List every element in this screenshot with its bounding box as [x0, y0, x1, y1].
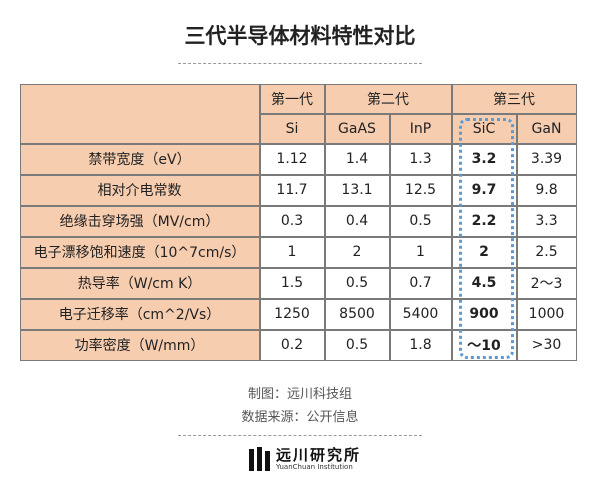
column-header: InP: [389, 113, 452, 144]
value-cell: 1.4: [324, 143, 390, 175]
value-cell: 0.7: [389, 267, 452, 299]
value-cell: 3.39: [516, 143, 577, 175]
group-header: 第二代: [324, 83, 452, 114]
value-cell: 0.5: [389, 205, 452, 237]
row-label: 热导率（W/cm K）: [19, 267, 260, 299]
divider: [178, 63, 422, 64]
value-cell: 2: [324, 236, 390, 268]
value-cell: 0.4: [324, 205, 390, 237]
value-cell: 5400: [389, 298, 452, 330]
row-label: 绝缘击穿场强（MV/cm）: [19, 205, 260, 237]
logo-icon: [249, 447, 270, 471]
row-label: 相对介电常数: [19, 174, 260, 206]
title: 三代半导体材料特性对比: [184, 24, 416, 48]
value-cell: 2.2: [451, 205, 517, 237]
column-header: Si: [259, 113, 325, 144]
value-cell: 9.7: [451, 174, 517, 206]
logo-name: 远川研究所: [276, 446, 362, 464]
column-header: GaAS: [324, 113, 390, 144]
value-cell: 2.5: [516, 236, 577, 268]
value-cell: 8500: [324, 298, 390, 330]
credit: 制图：远川科技组: [247, 387, 352, 402]
highlight: [459, 118, 514, 359]
value-cell: 13.1: [324, 174, 390, 206]
value-cell: 1.8: [389, 329, 452, 361]
source: 数据来源：公开信息: [241, 410, 359, 425]
value-cell: 12.5: [389, 174, 452, 206]
value-cell: 0.5: [324, 267, 390, 299]
row-label: 功率密度（W/mm）: [19, 329, 260, 361]
corner-cell: [19, 83, 260, 144]
value-cell: 9.8: [516, 174, 577, 206]
logo-subtitle: YuanChuan Institution: [276, 463, 353, 471]
value-cell: 1.5: [259, 267, 325, 299]
group-header: 第一代: [259, 83, 325, 114]
value-cell: 900: [451, 298, 517, 330]
value-cell: 1: [389, 236, 452, 268]
value-cell: 0.5: [324, 329, 390, 361]
value-cell: 1250: [259, 298, 325, 330]
row-label: 禁带宽度（eV）: [19, 143, 260, 175]
value-cell: ～10: [451, 329, 517, 361]
row-label: 电子漂移饱和速度（10^7cm/s）: [19, 236, 260, 268]
value-cell: >30: [516, 329, 577, 361]
value-cell: 0.2: [259, 329, 325, 361]
value-cell: 3.2: [451, 143, 517, 175]
value-cell: 1: [259, 236, 325, 268]
value-cell: 2: [451, 236, 517, 268]
value-cell: 4.5: [451, 267, 517, 299]
value-cell: 1000: [516, 298, 577, 330]
column-header: GaN: [516, 113, 577, 144]
value-cell: 1.12: [259, 143, 325, 175]
value-cell: 2～3: [516, 267, 577, 299]
value-cell: 11.7: [259, 174, 325, 206]
value-cell: 3.3: [516, 205, 577, 237]
divider: [178, 435, 422, 436]
row-label: 电子迁移率（cm^2/Vs）: [19, 298, 260, 330]
value-cell: 0.3: [259, 205, 325, 237]
group-header: 第三代: [451, 83, 577, 114]
value-cell: 1.3: [389, 143, 452, 175]
